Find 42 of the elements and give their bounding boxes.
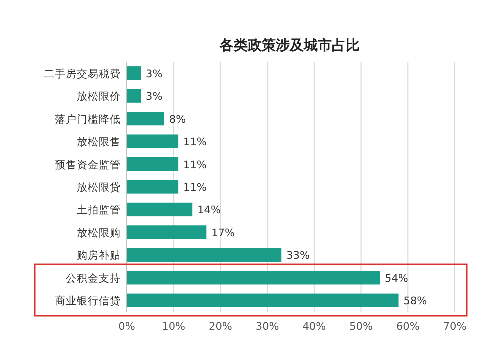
x-tick-label: 50% bbox=[350, 321, 373, 333]
bar bbox=[127, 180, 179, 194]
y-tick-label: 购房补贴 bbox=[77, 249, 121, 262]
bar bbox=[127, 112, 164, 126]
data-label: 3% bbox=[146, 91, 163, 104]
y-tick-label: 预售资金监管 bbox=[55, 159, 121, 172]
x-tick-label: 70% bbox=[443, 321, 467, 333]
bar bbox=[127, 294, 399, 308]
bar bbox=[127, 271, 380, 285]
y-tick-label: 放松限售 bbox=[77, 136, 121, 149]
chart-title: 各类政策涉及城市占比 bbox=[219, 37, 360, 54]
data-label: 11% bbox=[184, 182, 207, 194]
data-label: 58% bbox=[404, 296, 428, 308]
y-tick-label: 二手房交易税费 bbox=[44, 67, 121, 80]
y-tick-label: 公积金支持 bbox=[66, 272, 121, 285]
data-label: 3% bbox=[146, 68, 163, 80]
x-tick-label: 30% bbox=[256, 321, 280, 333]
data-label: 11% bbox=[184, 159, 207, 172]
bar bbox=[127, 157, 179, 172]
y-tick-label: 土拍监管 bbox=[77, 204, 121, 217]
bar bbox=[127, 66, 142, 80]
bar bbox=[127, 226, 207, 240]
y-tick-label: 放松限购 bbox=[77, 227, 121, 240]
data-label: 54% bbox=[385, 272, 408, 285]
bar bbox=[127, 248, 282, 262]
bar bbox=[127, 89, 142, 103]
data-label: 11% bbox=[184, 136, 207, 149]
bar bbox=[127, 134, 179, 148]
y-tick-label: 放松限价 bbox=[77, 91, 121, 104]
data-label: 17% bbox=[212, 227, 236, 240]
x-tick-label: 60% bbox=[396, 321, 420, 333]
y-tick-label: 商业银行信贷 bbox=[55, 294, 121, 308]
y-tick-label: 放松限贷 bbox=[77, 181, 121, 194]
x-tick-label: 40% bbox=[302, 321, 326, 333]
y-tick-label: 落户门槛降低 bbox=[55, 112, 121, 126]
x-tick-label: 20% bbox=[209, 321, 232, 333]
data-label: 14% bbox=[198, 204, 221, 217]
x-tick-label: 10% bbox=[162, 321, 186, 333]
x-tick-label: 0% bbox=[118, 321, 136, 333]
data-label: 8% bbox=[169, 114, 186, 126]
bar bbox=[127, 202, 193, 217]
data-label: 33% bbox=[286, 250, 310, 262]
